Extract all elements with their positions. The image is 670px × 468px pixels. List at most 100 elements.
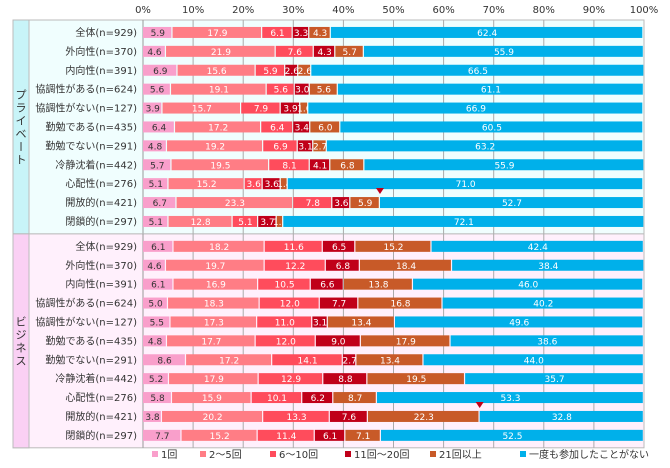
bar-segment (294, 83, 309, 95)
bar-value-label: 13.4 (351, 318, 371, 328)
bar-value-label: 17.2 (219, 356, 239, 366)
bar-segment (175, 121, 261, 133)
bar-segment (310, 121, 340, 133)
bar-value-label: 12.9 (281, 375, 301, 385)
x-tick-label: 50% (382, 5, 404, 16)
bar-segment (241, 102, 280, 114)
legend-swatch (152, 451, 158, 457)
bar-value-label: 46.0 (518, 281, 538, 291)
bar-segment (275, 45, 313, 57)
bar-value-label: 10.1 (267, 394, 287, 404)
bar-value-label: 52.7 (502, 199, 522, 209)
group-label-char: ラ (16, 101, 27, 114)
bar-value-label: 18.4 (396, 262, 416, 272)
bar-value-label: 15.6 (207, 67, 227, 77)
bar-segment (285, 64, 298, 76)
bar-value-label: 35.7 (545, 375, 565, 385)
bar-segment (355, 240, 431, 252)
bar-segment (143, 102, 162, 114)
row-label: 協調性がない(n=127) (35, 102, 137, 115)
bar-value-label: 55.9 (494, 161, 514, 171)
bar-segment (479, 410, 643, 422)
bar-segment (298, 64, 311, 76)
bar-value-label: 66.9 (466, 105, 486, 115)
row-label: 協調性がある(n=624) (35, 83, 137, 96)
row-label: 協調性がない(n=127) (35, 315, 137, 328)
bar-segment (173, 240, 264, 252)
bar-value-label: 6.8 (336, 262, 351, 272)
bar-value-label: 6.9 (273, 142, 288, 152)
bar-segment (177, 64, 255, 76)
bar-value-label: 5.7 (150, 161, 164, 171)
group-side-panel (12, 233, 30, 449)
legend-label: 2～5回 (209, 449, 242, 461)
bar-value-label: 16.8 (390, 300, 410, 310)
row-label: 勤勉である(n=435) (45, 120, 137, 133)
bar-segment (261, 121, 293, 133)
x-tick-label: 40% (332, 5, 354, 16)
bar-segment (319, 297, 358, 309)
bar-value-label: 15.2 (383, 243, 403, 253)
bar-segment (168, 178, 244, 190)
x-tick-label: 100% (630, 5, 659, 16)
bar-value-label: 7.1 (356, 432, 370, 442)
group-label-char: ー (14, 141, 27, 152)
bar-value-label: 17.9 (396, 337, 416, 347)
bar-value-label: 19.5 (210, 161, 230, 171)
row-label: 協調性がある(n=624) (35, 297, 137, 310)
group-label-char: ジ (16, 328, 27, 341)
bar-value-label: 12.0 (276, 337, 296, 347)
bar-segment (168, 215, 232, 227)
bar-segment (325, 259, 359, 271)
bar-value-label: 40.2 (533, 300, 553, 310)
bar-segment (167, 335, 255, 347)
bar-value-label: 12.8 (191, 218, 211, 228)
bar-value-label: 11.6 (284, 243, 304, 253)
bar-value-label: 21.9 (211, 48, 231, 58)
bar-segment (143, 240, 173, 252)
bar-segment (431, 240, 643, 252)
bar-value-label: 72.1 (454, 218, 474, 228)
legend-label: 1回 (161, 449, 177, 461)
bar-value-label: 8.8 (338, 375, 353, 385)
bar-value-label: 23.3 (225, 199, 245, 209)
row-label: 勤勉である(n=435) (45, 334, 137, 347)
bar-segment (332, 197, 350, 209)
bar-value-label: 14.1 (298, 356, 318, 366)
bar-value-label: 4.6 (147, 262, 162, 272)
bar-value-label: 3.1 (313, 318, 327, 328)
bar-segment (309, 83, 337, 95)
bar-value-label: 19.2 (205, 142, 225, 152)
bar-value-label: 7.6 (342, 413, 357, 423)
bar-value-label: 8.6 (157, 356, 172, 366)
bar-segment (143, 45, 165, 57)
row-label: 心配性(n=276) (65, 391, 137, 404)
bar-segment (326, 140, 643, 152)
bar-value-label: 17.7 (201, 337, 221, 347)
bar-value-label: 49.6 (509, 318, 529, 328)
bar-segment (167, 140, 263, 152)
bar-value-label: 44.0 (524, 356, 544, 366)
bar-segment (280, 102, 300, 114)
bar-value-label: 8.7 (348, 394, 362, 404)
bar-value-label: 62.4 (477, 29, 497, 39)
bar-value-label: 71.0 (456, 180, 476, 190)
bar-value-label: 22.3 (414, 413, 434, 423)
bar-value-label: 42.4 (528, 243, 548, 253)
bar-value-label: 3.1 (298, 142, 312, 152)
bar-segment (143, 354, 185, 366)
bar-value-label: 15.2 (210, 432, 230, 442)
row-label: 冷静沈着(n=442) (55, 372, 137, 385)
bar-value-label: 6.4 (270, 123, 285, 133)
markers (375, 188, 484, 408)
bar-value-label: 5.9 (151, 29, 166, 39)
bar-segment (360, 335, 450, 347)
bar-segment (452, 259, 644, 271)
bar-value-label: 52.5 (502, 432, 522, 442)
bar-segment (337, 83, 643, 95)
bar-value-label: 6.0 (318, 123, 333, 133)
bar-value-label: 6.1 (151, 281, 165, 291)
bar-value-label: 60.5 (482, 123, 502, 133)
bar-segment (302, 392, 333, 404)
bar-segment (143, 121, 174, 133)
